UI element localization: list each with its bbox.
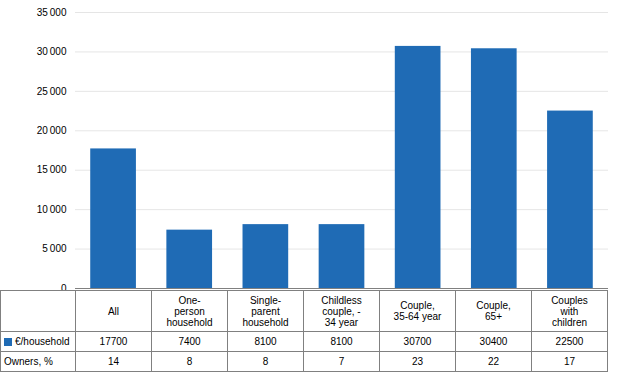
html-text:7: 7 [338,356,345,367]
html-text:8: 8 [186,356,193,367]
svg-text:10 000: 10 000 [37,204,67,215]
html-text:8100: 8100 [330,336,353,347]
svg-text:15 000: 15 000 [37,164,67,175]
html-text:7400: 7400 [178,336,201,347]
html-text:30400: 30400 [479,336,508,347]
html-text:22500: 22500 [555,336,584,347]
html-text:All: All [107,305,120,317]
html-text:Single- parent household: Single- parent household [242,294,289,328]
svg-text:25 000: 25 000 [37,86,67,97]
html-text:Childless couple, - 34 year: Childless couple, - 34 year [321,294,362,328]
html-text:8: 8 [262,356,269,367]
html-text:30700: 30700 [403,336,432,347]
svg-text:30 000: 30 000 [37,46,67,57]
svg-text:0: 0 [61,283,67,290]
html-text:Couple, 65+: Couple, 65+ [476,300,511,322]
html-text:Owners, %: Owners, % [4,356,53,367]
html-text:Couple, 35-64 year: Couple, 35-64 year [393,300,442,322]
html-text:€/household: €/household [15,336,70,347]
html-text:14: 14 [107,356,120,367]
html-text:Couples with children: Couples with children [551,294,588,328]
html-text:One- person household: One- person household [166,294,213,328]
html-text:17: 17 [563,356,576,367]
html-text:23: 23 [411,356,424,367]
html-text:22: 22 [487,356,500,367]
svg-text:20 000: 20 000 [37,125,67,136]
svg-text:35 000: 35 000 [37,7,67,18]
html-text:17700: 17700 [99,336,128,347]
html-text:8100: 8100 [254,336,277,347]
svg-text:5 000: 5 000 [42,243,67,254]
